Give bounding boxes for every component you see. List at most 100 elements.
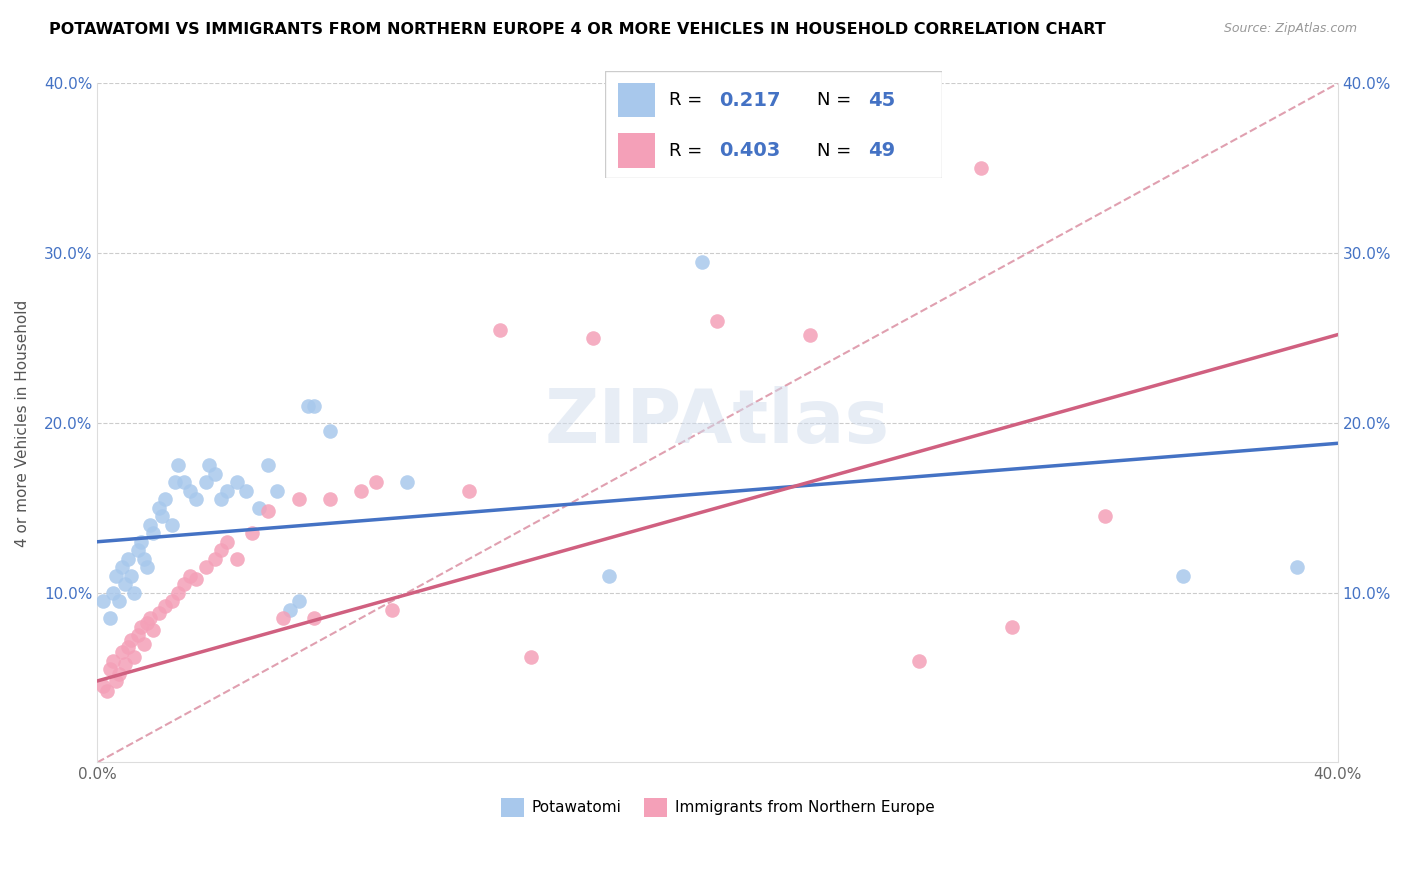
Point (1286, 560, 1309, 574)
Point (132, 551, 155, 566)
Point (127, 628, 149, 642)
Point (111, 645, 134, 659)
Point (155, 599, 177, 614)
Point (198, 458, 221, 473)
Text: 45: 45 (868, 91, 896, 110)
Text: 0.217: 0.217 (720, 91, 780, 110)
FancyBboxPatch shape (605, 71, 942, 178)
Text: 49: 49 (868, 141, 894, 160)
Point (108, 594, 131, 608)
Point (142, 623, 165, 637)
Point (194, 475, 217, 490)
Point (1171, 568, 1194, 582)
Point (970, 161, 993, 176)
Point (799, 327, 821, 342)
Point (108, 667, 131, 681)
Point (846, 111, 869, 125)
Point (132, 637, 155, 651)
Point (225, 475, 247, 490)
Point (366, 475, 388, 490)
Point (256, 458, 278, 473)
Point (381, 602, 404, 616)
Point (98, 611, 121, 625)
Point (129, 534, 152, 549)
Point (520, 650, 543, 665)
Point (96, 684, 118, 698)
Point (235, 483, 257, 498)
Point (186, 492, 208, 507)
Point (117, 640, 139, 654)
Point (204, 551, 226, 566)
Point (124, 585, 146, 599)
Point (104, 568, 127, 582)
Point (350, 483, 373, 498)
Point (1001, 620, 1024, 634)
Point (167, 585, 190, 599)
Point (194, 560, 217, 574)
Point (139, 611, 162, 625)
Point (93, 679, 115, 693)
Point (288, 492, 311, 507)
Point (396, 475, 419, 490)
Point (120, 568, 142, 582)
Point (160, 517, 183, 532)
Text: R =: R = (669, 91, 702, 109)
Point (114, 657, 136, 671)
Point (217, 534, 239, 549)
Point (179, 568, 201, 582)
Text: Source: ZipAtlas.com: Source: ZipAtlas.com (1223, 22, 1357, 36)
Point (582, 331, 605, 345)
Point (135, 616, 157, 631)
Point (297, 399, 319, 413)
Point (209, 492, 232, 507)
Point (98, 662, 121, 676)
Text: 0.403: 0.403 (720, 141, 780, 160)
Point (114, 577, 136, 591)
Text: N =: N = (817, 142, 852, 160)
Point (124, 650, 146, 665)
Text: N =: N = (817, 91, 852, 109)
Point (247, 500, 270, 515)
Point (167, 458, 190, 473)
Point (186, 572, 208, 586)
Point (598, 568, 620, 582)
Point (127, 543, 149, 558)
Point (111, 560, 134, 574)
Point (304, 611, 326, 625)
Point (204, 467, 226, 481)
Point (173, 577, 195, 591)
Point (706, 314, 728, 328)
Point (135, 560, 157, 574)
Point (173, 475, 195, 490)
Point (304, 399, 326, 413)
Point (155, 492, 177, 507)
Point (217, 483, 239, 498)
Point (240, 526, 263, 541)
Point (458, 483, 481, 498)
Point (148, 606, 170, 620)
Point (288, 594, 311, 608)
Legend: Potawatomi, Immigrants from Northern Europe: Potawatomi, Immigrants from Northern Eur… (495, 792, 941, 822)
Point (690, 254, 713, 268)
Text: ZIPAtlas: ZIPAtlas (546, 386, 890, 459)
Point (225, 551, 247, 566)
Point (319, 492, 342, 507)
Y-axis label: 4 or more Vehicles in Household: 4 or more Vehicles in Household (15, 300, 30, 547)
Point (179, 483, 201, 498)
Point (209, 543, 232, 558)
FancyBboxPatch shape (619, 83, 655, 118)
Point (117, 551, 139, 566)
Text: R =: R = (669, 142, 702, 160)
Point (129, 620, 152, 634)
Point (271, 611, 294, 625)
Point (120, 633, 142, 648)
Point (148, 500, 170, 515)
Point (908, 654, 931, 668)
FancyBboxPatch shape (619, 134, 655, 168)
Point (1094, 509, 1116, 524)
Point (142, 526, 165, 541)
Point (319, 425, 342, 439)
Point (163, 475, 186, 490)
Point (278, 602, 301, 616)
Point (101, 585, 124, 599)
